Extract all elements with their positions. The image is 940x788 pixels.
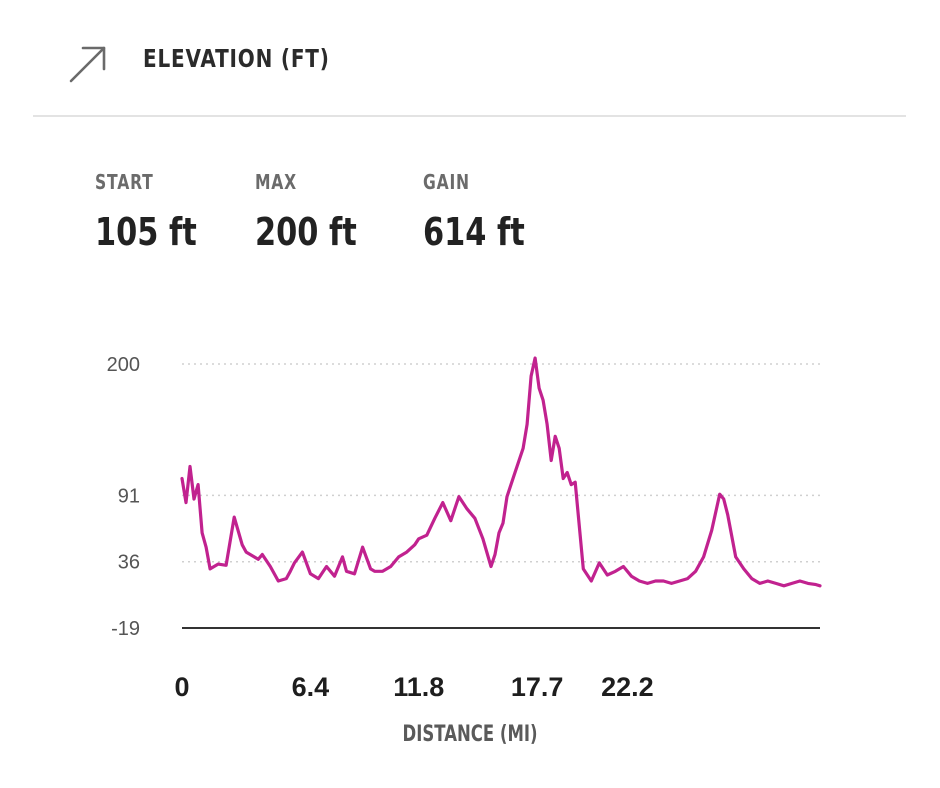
stat-gain-label: GAIN — [423, 170, 470, 194]
elevation-line — [180, 356, 822, 588]
y-tick-label: 36 — [118, 552, 140, 574]
x-axis-title: DISTANCE (MI) — [0, 722, 940, 747]
stat-max: MAX 200 ft — [255, 170, 382, 254]
stat-gain: GAIN 614 ft — [423, 170, 550, 254]
card-title: ELEVATION (FT) — [143, 44, 330, 73]
x-axis-title-text: DISTANCE (MI) — [402, 722, 538, 747]
stat-gain-value: 614 ft — [423, 210, 525, 254]
x-tick-label: 17.7 — [511, 672, 564, 702]
stat-max-label: MAX — [255, 170, 297, 194]
stat-start: START 105 ft — [95, 170, 222, 254]
stat-start-label: START — [95, 170, 154, 194]
stat-start-value: 105 ft — [95, 210, 197, 254]
header-divider — [33, 115, 906, 117]
x-tick-label: 11.8 — [393, 672, 444, 702]
elevation-chart: 200 91 36 -19 0 6.4 11.8 17.7 22.2 — [107, 354, 822, 702]
trending-arrow-icon — [69, 46, 106, 83]
x-tick-label: 22.2 — [601, 672, 654, 702]
stat-max-value: 200 ft — [255, 210, 357, 254]
x-tick-label: 0 — [174, 672, 189, 702]
y-tick-label: 200 — [107, 354, 140, 376]
card-header: ELEVATION (FT) — [0, 0, 940, 116]
y-tick-label: -19 — [111, 618, 140, 640]
x-tick-label: 6.4 — [292, 672, 330, 702]
y-tick-label: 91 — [118, 485, 140, 507]
